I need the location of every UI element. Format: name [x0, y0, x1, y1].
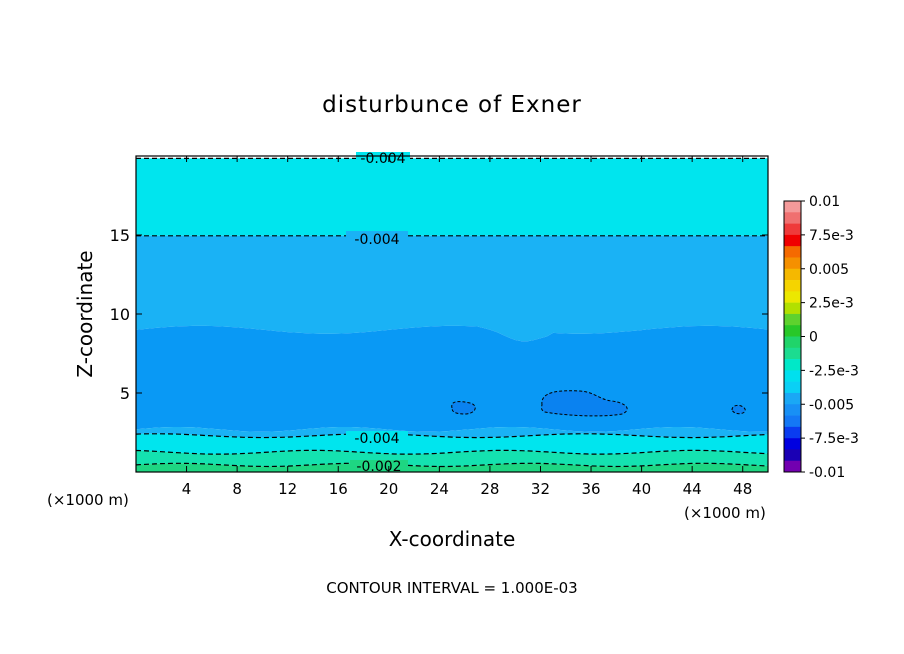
colorbar-swatch	[784, 291, 801, 303]
contour-band	[136, 235, 768, 342]
contour-interval-note: CONTOUR INTERVAL = 1.000E-03	[326, 579, 577, 597]
colorbar-swatch	[784, 212, 801, 224]
plot-area: -0.004 -0.004 -0.004 -0.002 4 8 12 16 20 24 28…	[110, 151, 769, 498]
colorbar-swatch	[784, 438, 801, 450]
colorbar-swatch	[784, 381, 801, 394]
colorbar-swatch	[784, 201, 801, 213]
x-tick-label: 28	[480, 480, 499, 498]
colorbar-swatch	[784, 280, 801, 292]
contour-band	[136, 433, 768, 455]
x-tick-label: 32	[531, 480, 550, 498]
y-axis-ticks: 5 10 15	[110, 226, 768, 403]
y-tick-label: 10	[110, 305, 130, 324]
y-tick-label: 5	[120, 384, 130, 403]
x-tick-label: 48	[733, 480, 752, 498]
x-tick-label: 44	[683, 480, 702, 498]
y-tick-label: 15	[110, 226, 130, 245]
colorbar-label: 0.01	[809, 194, 840, 210]
y-unit-label: (×1000 m)	[47, 491, 129, 509]
colorbar-swatch	[784, 347, 801, 360]
contour-line	[135, 449, 769, 455]
colorbar-swatch	[784, 325, 801, 337]
colorbar-label: 7.5e-3	[809, 228, 854, 244]
contour-band	[136, 325, 768, 432]
contour-label: -0.004	[360, 151, 405, 167]
y-axis-label: Z-coordinate	[73, 250, 97, 377]
x-unit-label: (×1000 m)	[684, 504, 766, 522]
contour-label: -0.004	[354, 232, 399, 248]
colorbar-swatch	[784, 415, 801, 428]
low-cell-2	[540, 390, 628, 417]
colorbar-swatch	[784, 404, 801, 416]
colorbar-swatch	[784, 246, 801, 258]
x-tick-label: 24	[430, 480, 449, 498]
colorbar: 0.01 7.5e-3 0.005 2.5e-3 0 -2.5e-3 -0.005 -7.5e…	[783, 194, 859, 481]
colorbar-swatch	[784, 268, 801, 281]
x-tick-label: 20	[379, 480, 398, 498]
contour-band	[136, 427, 768, 438]
contour-fill	[136, 158, 768, 472]
x-tick-label: 12	[278, 480, 297, 498]
x-tick-label: 8	[232, 480, 242, 498]
colorbar-swatch	[784, 313, 801, 326]
contour-labels: -0.004 -0.004 -0.004 -0.002	[346, 151, 410, 475]
x-axis-label: X-coordinate	[389, 527, 516, 551]
colorbar-label: 0	[809, 330, 818, 346]
colorbar-swatch	[784, 223, 801, 236]
colorbar-label: -0.005	[809, 397, 854, 413]
x-tick-label: 4	[182, 480, 192, 498]
colorbar-swatch	[784, 426, 801, 439]
colorbar-label: -2.5e-3	[809, 363, 859, 379]
colorbar-swatch	[784, 370, 801, 382]
contour-band	[136, 463, 768, 472]
low-pressure-cells	[451, 390, 746, 417]
colorbar-swatch	[784, 336, 801, 349]
chart-title: disturbunce of Exner	[322, 92, 582, 118]
contour-label: -0.004	[354, 431, 399, 447]
low-cell-3	[731, 404, 746, 415]
colorbar-swatch	[784, 257, 801, 270]
x-tick-label: 36	[581, 480, 600, 498]
colorbar-swatch	[784, 460, 801, 473]
colorbar-label: 2.5e-3	[809, 296, 854, 312]
x-tick-label: 16	[329, 480, 348, 498]
colorbar-swatch	[784, 302, 801, 315]
low-cell-1	[451, 401, 476, 415]
colorbar-swatch	[784, 234, 801, 247]
contour-line	[135, 433, 769, 439]
colorbar-swatch	[784, 392, 801, 405]
contour-line	[135, 462, 769, 468]
contour-band	[136, 158, 768, 236]
colorbar-label: -0.01	[809, 465, 845, 481]
colorbar-label: -7.5e-3	[809, 431, 859, 447]
x-axis-ticks: 4 8 12 16 20 24 28 32 36 40 44 48	[182, 156, 752, 498]
x-tick-label: 40	[632, 480, 651, 498]
colorbar-label: 0.005	[809, 262, 849, 278]
contour-label: -0.002	[356, 459, 401, 475]
colorbar-swatch	[784, 449, 801, 462]
contour-lines	[135, 157, 769, 468]
colorbar-swatch	[784, 359, 801, 371]
